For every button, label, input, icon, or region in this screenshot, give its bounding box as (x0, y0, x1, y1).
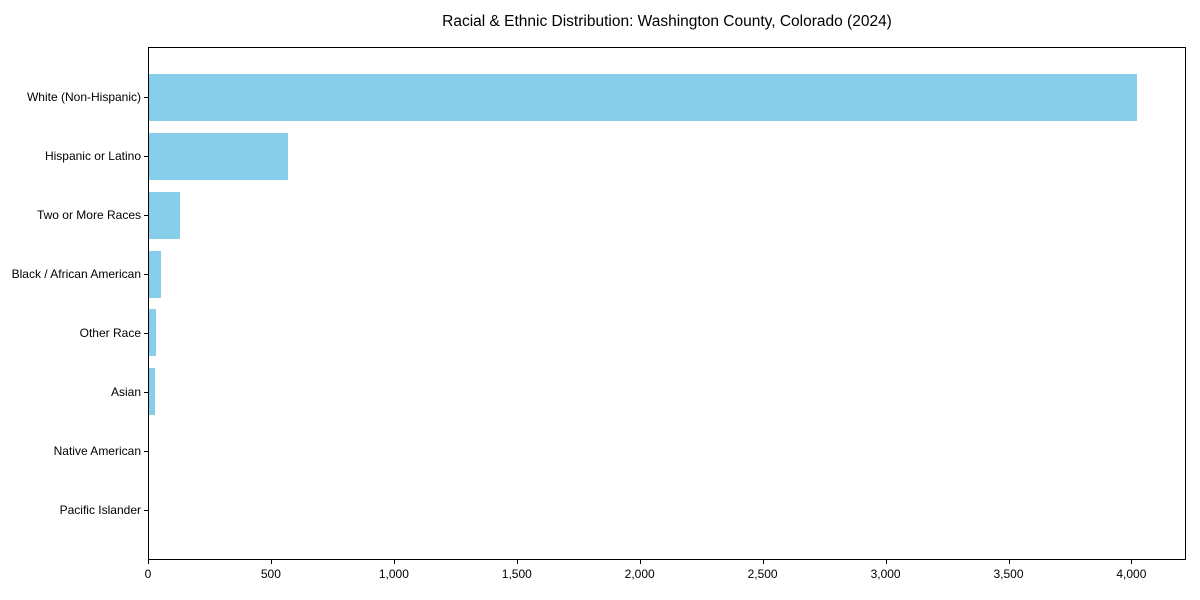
x-tick-label: 1,500 (501, 567, 532, 581)
y-tick-mark (144, 97, 148, 98)
y-tick-label: Asian (110, 385, 141, 399)
chart-title: Racial & Ethnic Distribution: Washington… (442, 13, 892, 30)
y-tick-label: White (Non-Hispanic) (26, 90, 141, 104)
x-tick-mark (516, 560, 518, 564)
x-tick-label: 3,000 (870, 567, 901, 581)
x-tick-label: 2,500 (747, 567, 778, 581)
y-tick-mark (144, 510, 148, 511)
y-tick-mark (144, 451, 148, 452)
x-tick-mark (639, 560, 641, 564)
x-tick-mark (762, 560, 764, 564)
x-tick-label: 4,000 (1116, 567, 1147, 581)
bar (149, 132, 289, 180)
y-tick-mark (144, 392, 148, 393)
y-tick-label: Native American (53, 444, 141, 458)
bar (149, 191, 181, 239)
x-tick-mark (1008, 560, 1010, 564)
y-tick-label: Pacific Islander (59, 503, 141, 517)
bar (149, 368, 156, 416)
x-tick-label: 3,500 (993, 567, 1024, 581)
bar (149, 250, 162, 298)
y-tick-mark (144, 333, 148, 334)
y-tick-mark (144, 156, 148, 157)
y-tick-mark (144, 215, 148, 216)
bar (149, 309, 157, 357)
x-tick-mark (148, 560, 149, 564)
y-tick-label: Hispanic or Latino (44, 149, 141, 163)
x-tick-label: 1,000 (378, 567, 409, 581)
y-tick-mark (144, 274, 148, 275)
x-tick-mark (393, 560, 395, 564)
x-tick-mark (1131, 560, 1133, 564)
x-tick-label: 2,000 (624, 567, 655, 581)
y-tick-label: Black / African American (11, 267, 141, 281)
x-tick-mark (885, 560, 887, 564)
x-tick-label: 500 (260, 567, 281, 581)
x-tick-mark (270, 560, 272, 564)
y-tick-label: Other Race (79, 326, 141, 340)
x-tick-label: 0 (144, 567, 152, 581)
plot-area (148, 47, 1186, 560)
y-tick-label: Two or More Races (36, 208, 141, 222)
bar (149, 73, 1138, 121)
